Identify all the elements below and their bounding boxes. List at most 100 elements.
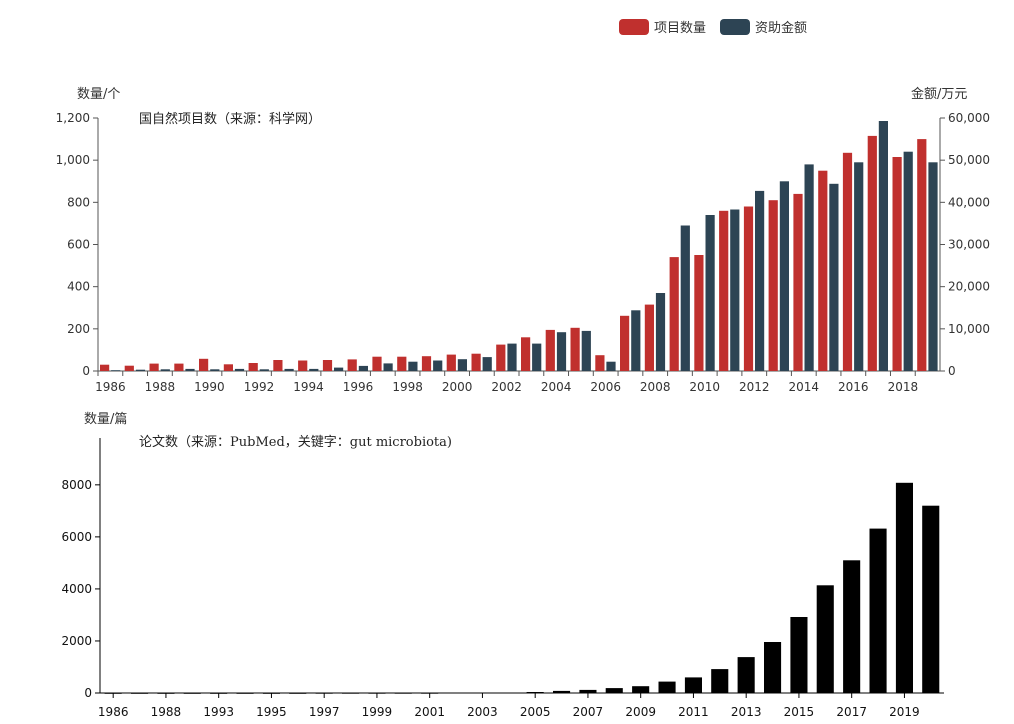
top-chart: 0 200 400 600 800 1,000 1,200 0 10,000 20,000 30,0… xyxy=(56,111,990,394)
bar-projects-2014 xyxy=(793,193,803,371)
bar-papers-2018 xyxy=(869,528,887,693)
bottom-y-tick-label: 0 xyxy=(84,686,92,700)
bottom-x-tick-label: 1997 xyxy=(309,705,340,719)
bar-papers-1994 xyxy=(236,693,254,694)
bar-projects-1989 xyxy=(174,363,184,371)
x-tick-label: 1990 xyxy=(194,380,225,394)
legend-swatch-funding xyxy=(720,19,750,35)
x-tick-label: 2018 xyxy=(888,380,919,394)
bar-projects-1995 xyxy=(322,360,333,371)
x-tick-label: 2004 xyxy=(541,380,572,394)
bottom-x-tick-label: 2013 xyxy=(731,705,762,719)
bar-funding-1997 xyxy=(383,363,393,371)
bottom-x-tick-label: 2005 xyxy=(520,705,551,719)
x-tick-label: 2010 xyxy=(689,380,720,394)
bar-papers-1987 xyxy=(131,693,149,694)
bar-funding-1988 xyxy=(160,369,170,371)
top-right-axis-unit: 金额/万元 xyxy=(911,86,967,102)
bar-funding-2004 xyxy=(556,332,567,371)
bar-funding-2019 xyxy=(928,162,938,371)
legend-label-funding: 资助金额 xyxy=(755,20,807,36)
bar-projects-2002 xyxy=(496,344,506,371)
x-tick-label: 2008 xyxy=(640,380,671,394)
left-y-tick-label: 600 xyxy=(67,238,90,252)
bar-projects-2005 xyxy=(570,327,580,371)
bar-papers-2015 xyxy=(790,617,808,693)
bar-papers-2013 xyxy=(737,657,755,693)
bar-projects-1998 xyxy=(397,356,407,371)
right-y-tick-label: 0 xyxy=(948,364,956,378)
left-y-tick-label: 400 xyxy=(67,280,90,294)
bar-papers-2011 xyxy=(684,677,702,693)
bar-projects-2018 xyxy=(892,157,902,371)
bottom-x-tick-label: 2009 xyxy=(625,705,656,719)
bar-funding-2002 xyxy=(507,343,517,371)
bar-funding-2001 xyxy=(482,357,492,371)
bar-projects-2016 xyxy=(842,152,853,371)
x-tick-label: 2000 xyxy=(442,380,473,394)
legend-swatch-projects xyxy=(619,19,649,35)
left-y-tick-label: 800 xyxy=(67,195,90,209)
bar-funding-1995 xyxy=(334,367,344,371)
bar-funding-1991 xyxy=(234,368,245,371)
bar-funding-1998 xyxy=(408,361,418,371)
bar-projects-2001 xyxy=(471,353,481,371)
bar-projects-1996 xyxy=(347,359,357,371)
bar-papers-2017 xyxy=(843,560,861,693)
bar-papers-1992 xyxy=(183,693,201,694)
bar-projects-2006 xyxy=(595,355,605,371)
bottom-x-tick-label: 2015 xyxy=(784,705,815,719)
right-y-tick-label: 60,000 xyxy=(948,111,990,125)
bottom-y-tick-label: 8000 xyxy=(61,478,92,492)
bar-papers-2004 xyxy=(500,692,518,694)
bar-funding-1987 xyxy=(135,369,146,371)
top-chart-title: 国自然项目数（来源：科学网） xyxy=(139,111,321,127)
bar-funding-2006 xyxy=(606,361,616,371)
bar-projects-2017 xyxy=(867,135,877,371)
bottom-x-tick-label: 2001 xyxy=(414,705,445,719)
left-y-tick-label: 0 xyxy=(82,364,90,378)
bar-projects-1997 xyxy=(372,356,382,371)
bottom-x-tick-label: 1993 xyxy=(203,705,234,719)
right-y-tick-label: 50,000 xyxy=(948,153,990,167)
right-y-tick-label: 30,000 xyxy=(948,238,990,252)
bar-funding-2011 xyxy=(730,209,740,371)
bar-papers-2008 xyxy=(605,688,623,693)
bar-funding-2003 xyxy=(532,343,542,371)
bottom-x-tick-label: 1995 xyxy=(256,705,287,719)
bottom-y-tick-label: 4000 xyxy=(61,582,92,596)
x-tick-label: 2002 xyxy=(491,380,522,394)
x-tick-label: 2014 xyxy=(789,380,820,394)
bottom-y-tick-label: 2000 xyxy=(61,634,92,648)
bar-funding-2017 xyxy=(878,121,888,371)
bottom-x-tick-label: 2019 xyxy=(889,705,920,719)
bar-papers-1996 xyxy=(289,693,307,694)
bar-projects-1993 xyxy=(273,360,283,371)
bar-funding-1986 xyxy=(111,370,121,371)
bar-funding-2007 xyxy=(631,310,641,371)
bar-funding-2005 xyxy=(581,330,591,371)
bar-projects-2003 xyxy=(521,337,531,371)
x-tick-label: 1986 xyxy=(95,380,126,394)
bottom-axis-unit: 数量/篇 xyxy=(84,412,127,427)
bar-projects-2009 xyxy=(669,257,679,371)
bar-funding-2008 xyxy=(655,293,666,371)
bar-papers-2009 xyxy=(632,686,650,693)
x-tick-label: 2016 xyxy=(838,380,869,394)
bar-papers-2010 xyxy=(658,681,676,693)
bar-funding-1996 xyxy=(358,365,368,371)
bar-projects-1986 xyxy=(100,364,110,371)
right-y-tick-label: 10,000 xyxy=(948,322,990,336)
bar-funding-1989 xyxy=(185,368,195,371)
bar-funding-2012 xyxy=(755,190,765,371)
bottom-x-tick-label: 2011 xyxy=(678,705,709,719)
bar-funding-1993 xyxy=(284,368,294,371)
bar-projects-1988 xyxy=(149,363,159,371)
bar-projects-2000 xyxy=(446,354,456,371)
bottom-chart-title: 论文数（来源：PubMed，关键字：gut microbiota) xyxy=(139,435,452,450)
bottom-x-tick-label: 2017 xyxy=(836,705,867,719)
bar-funding-2016 xyxy=(854,162,864,371)
bar-funding-2014 xyxy=(804,164,814,371)
bar-papers-2014 xyxy=(764,642,782,693)
